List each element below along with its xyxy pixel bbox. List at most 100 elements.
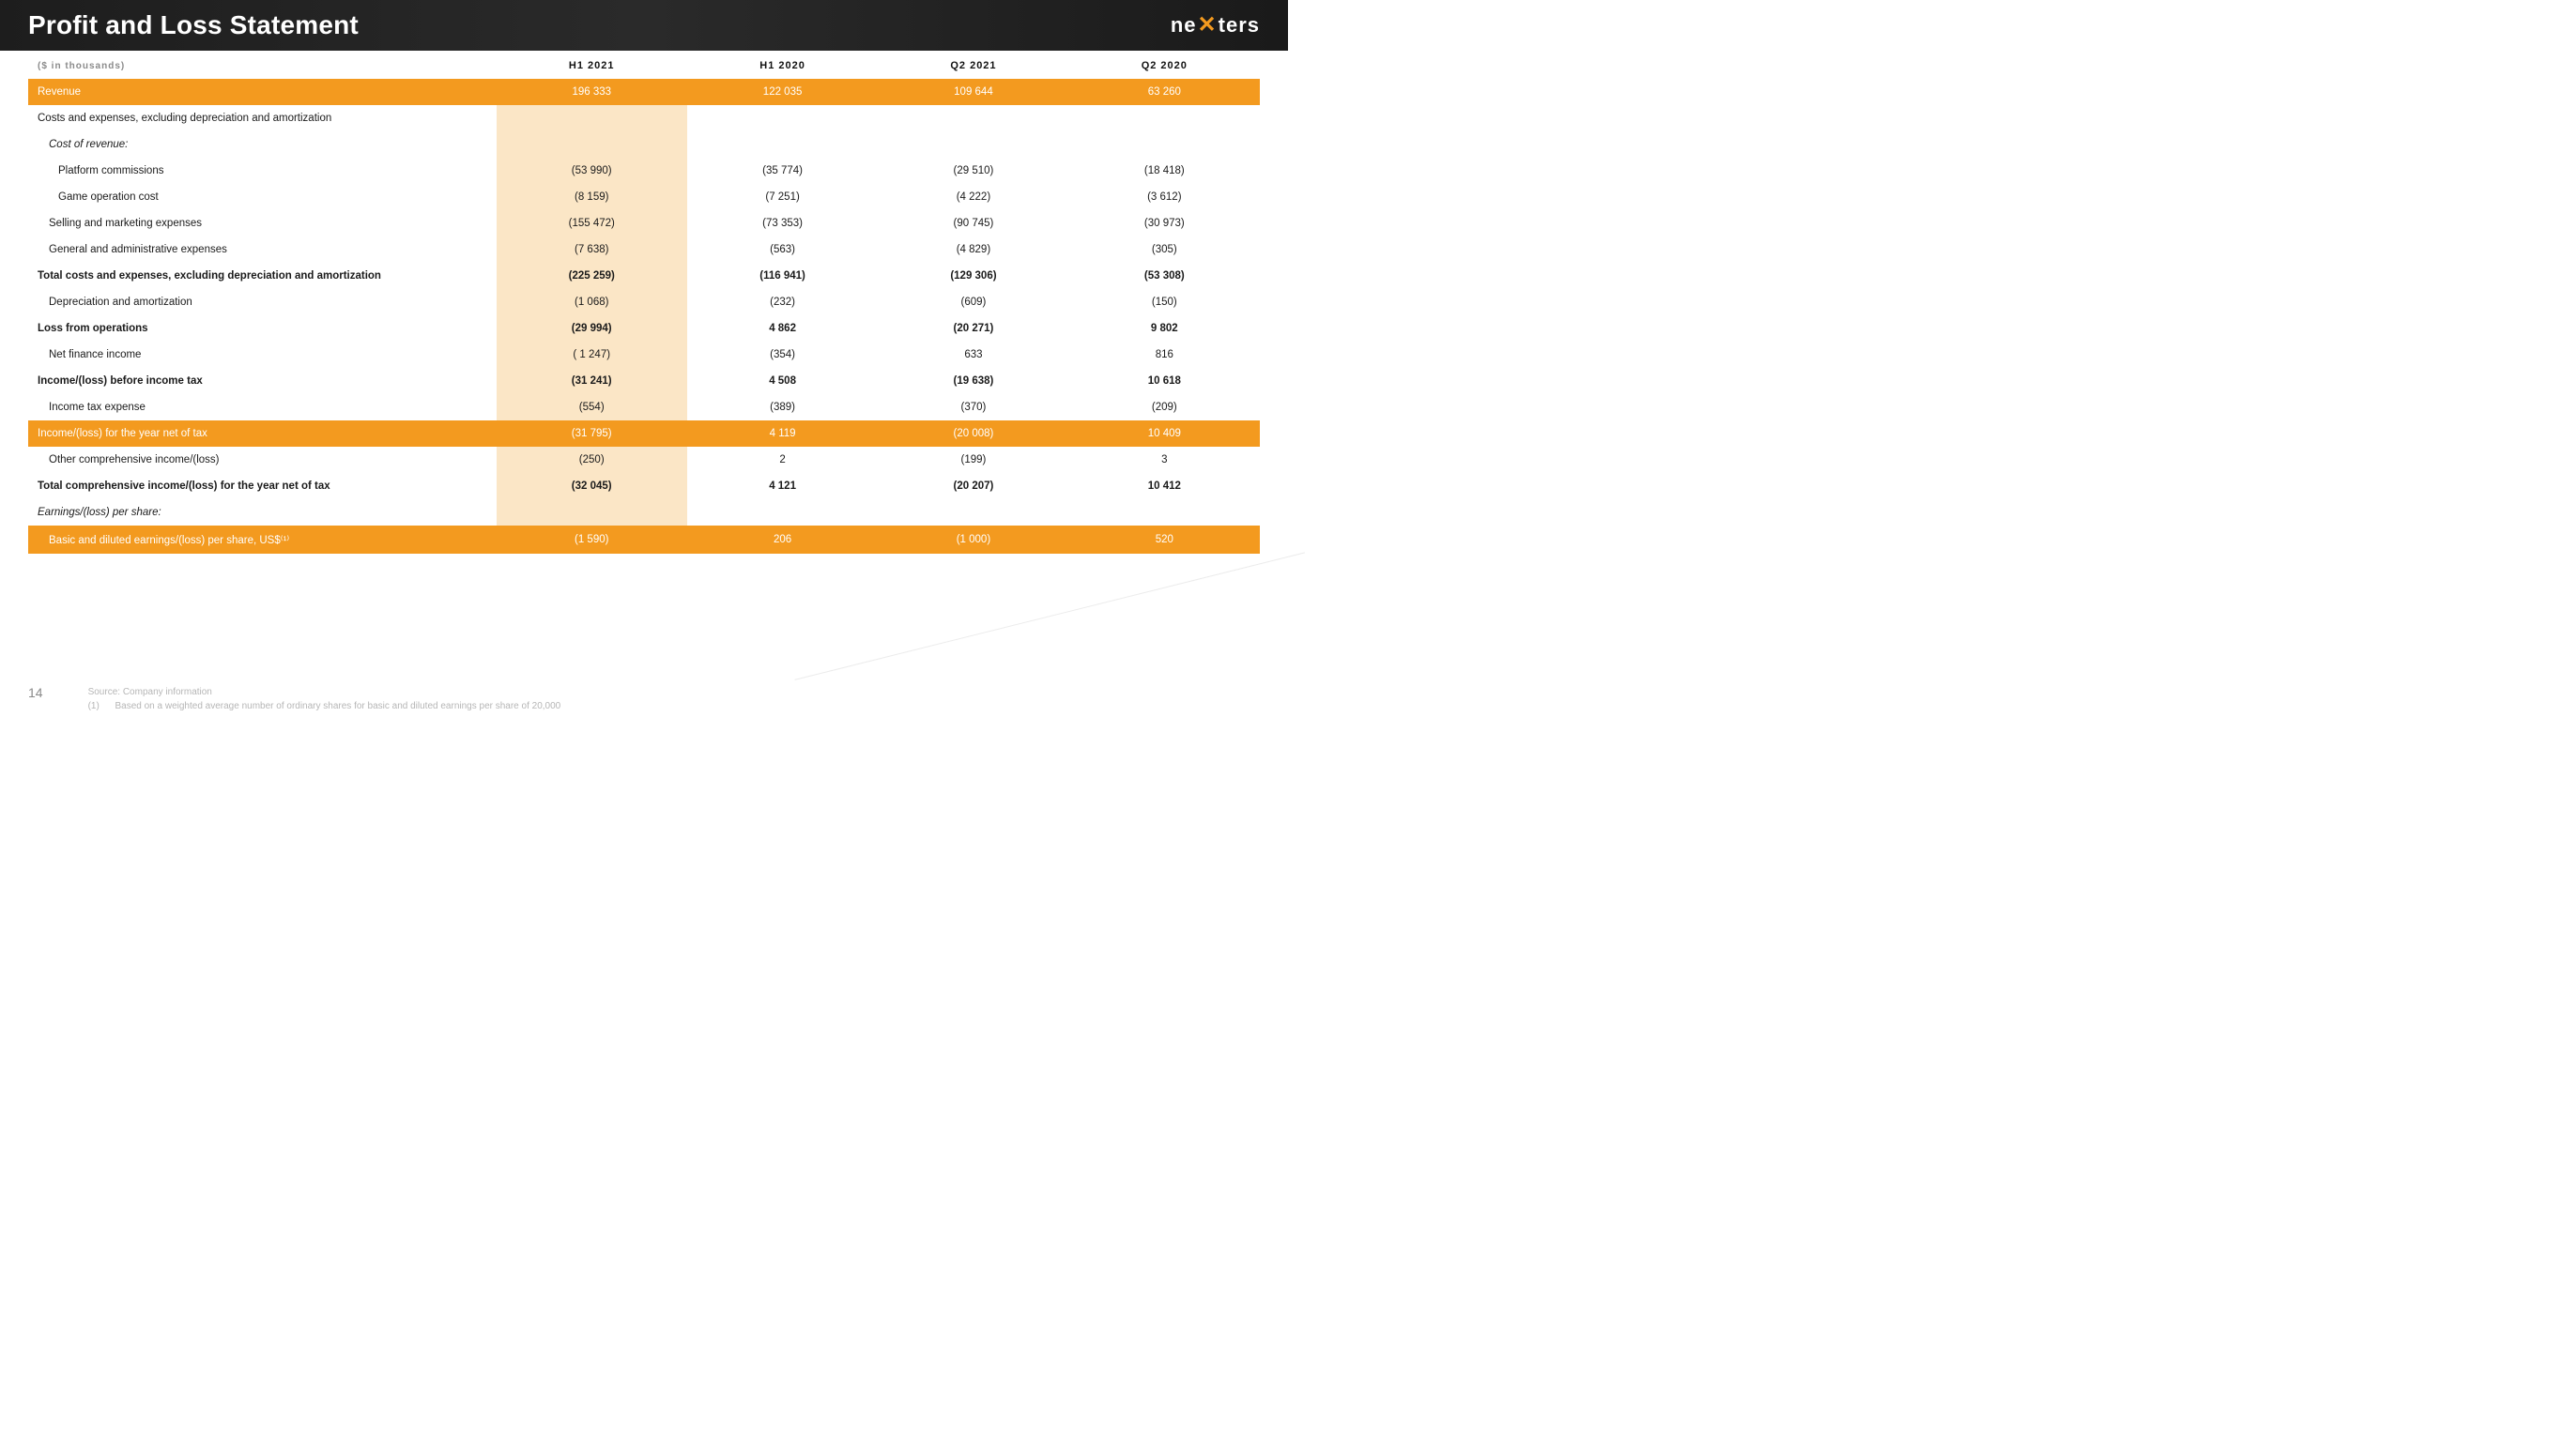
row-value: (354)	[687, 342, 878, 368]
source-text: Company information	[123, 687, 212, 697]
row-value: (20 008)	[878, 420, 1068, 447]
slide-footer: 14 Source: Company information (1) Based…	[28, 685, 1260, 713]
row-value	[878, 131, 1068, 158]
row-value: 206	[687, 526, 878, 554]
table-row: Cost of revenue:	[28, 131, 1260, 158]
col-q2-2020: Q2 2020	[1069, 58, 1260, 79]
row-label: Net finance income	[28, 342, 497, 368]
table-row: Platform commissions(53 990)(35 774)(29 …	[28, 158, 1260, 184]
row-value: 4 119	[687, 420, 878, 447]
row-value: (73 353)	[687, 210, 878, 236]
col-h1-2021: H1 2021	[497, 58, 687, 79]
row-value: (29 510)	[878, 158, 1068, 184]
decor-diagonal-line	[794, 552, 1368, 934]
row-value	[878, 105, 1068, 131]
row-value: (90 745)	[878, 210, 1068, 236]
footer-notes: Source: Company information (1) Based on…	[88, 685, 561, 713]
row-value	[1069, 499, 1260, 526]
logo-text-pre: ne	[1171, 13, 1197, 38]
row-value	[497, 105, 687, 131]
footnote-text: Based on a weighted average number of or…	[115, 701, 560, 711]
col-q2-2021: Q2 2021	[878, 58, 1068, 79]
row-label: Earnings/(loss) per share:	[28, 499, 497, 526]
row-value: (155 472)	[497, 210, 687, 236]
row-value: (250)	[497, 447, 687, 473]
row-value: (31 241)	[497, 368, 687, 394]
row-value: (19 638)	[878, 368, 1068, 394]
row-label: Income tax expense	[28, 394, 497, 420]
row-value: (18 418)	[1069, 158, 1260, 184]
table-row: Game operation cost(8 159)(7 251)(4 222)…	[28, 184, 1260, 210]
logo-text-post: ters	[1219, 13, 1260, 38]
row-value: ( 1 247)	[497, 342, 687, 368]
row-value	[1069, 131, 1260, 158]
table-row: Loss from operations(29 994)4 862(20 271…	[28, 315, 1260, 342]
row-label: Income/(loss) for the year net of tax	[28, 420, 497, 447]
units-label: ($ in thousands)	[28, 58, 497, 79]
row-label: Platform commissions	[28, 158, 497, 184]
table-row: Costs and expenses, excluding depreciati…	[28, 105, 1260, 131]
source-label: Source:	[88, 687, 120, 697]
row-value: (563)	[687, 236, 878, 263]
row-value: 63 260	[1069, 79, 1260, 105]
row-value: (53 308)	[1069, 263, 1260, 289]
row-value: (8 159)	[497, 184, 687, 210]
row-value: 10 412	[1069, 473, 1260, 499]
table-row: Income/(loss) before income tax(31 241)4…	[28, 368, 1260, 394]
row-value: 2	[687, 447, 878, 473]
footnote-ref: (1)	[88, 701, 100, 711]
row-value: (129 306)	[878, 263, 1068, 289]
row-label: Depreciation and amortization	[28, 289, 497, 315]
row-label: Basic and diluted earnings/(loss) per sh…	[28, 526, 497, 554]
row-value	[687, 131, 878, 158]
row-value: (7 638)	[497, 236, 687, 263]
row-value	[497, 131, 687, 158]
row-value: (609)	[878, 289, 1068, 315]
row-value: (53 990)	[497, 158, 687, 184]
row-value	[687, 105, 878, 131]
row-value: 3	[1069, 447, 1260, 473]
row-value: (29 994)	[497, 315, 687, 342]
row-value: 4 508	[687, 368, 878, 394]
row-value: (7 251)	[687, 184, 878, 210]
table-row: Other comprehensive income/(loss)(250)2(…	[28, 447, 1260, 473]
table-row: Net finance income( 1 247)(354)633816	[28, 342, 1260, 368]
row-value: (305)	[1069, 236, 1260, 263]
row-value: 10 618	[1069, 368, 1260, 394]
table-row: Income/(loss) for the year net of tax(31…	[28, 420, 1260, 447]
row-label: Costs and expenses, excluding depreciati…	[28, 105, 497, 131]
row-value: (209)	[1069, 394, 1260, 420]
row-value: (20 271)	[878, 315, 1068, 342]
row-value: 633	[878, 342, 1068, 368]
row-value: 520	[1069, 526, 1260, 554]
row-value: 4 862	[687, 315, 878, 342]
row-value: (389)	[687, 394, 878, 420]
table-row: Total comprehensive income/(loss) for th…	[28, 473, 1260, 499]
table-row: Total costs and expenses, excluding depr…	[28, 263, 1260, 289]
page-number: 14	[28, 685, 43, 700]
pl-table: ($ in thousands) H1 2021 H1 2020 Q2 2021…	[28, 58, 1260, 554]
table-body: Revenue196 333122 035109 64463 260Costs …	[28, 79, 1260, 554]
row-value: (35 774)	[687, 158, 878, 184]
row-value: (370)	[878, 394, 1068, 420]
row-value: 196 333	[497, 79, 687, 105]
row-label: Selling and marketing expenses	[28, 210, 497, 236]
logo-x-icon: ✕	[1198, 11, 1218, 38]
row-label: Loss from operations	[28, 315, 497, 342]
content-area: ($ in thousands) H1 2021 H1 2020 Q2 2021…	[0, 51, 1288, 554]
row-value: (32 045)	[497, 473, 687, 499]
row-label: Cost of revenue:	[28, 131, 497, 158]
table-row: Earnings/(loss) per share:	[28, 499, 1260, 526]
row-value: (150)	[1069, 289, 1260, 315]
table-row: General and administrative expenses(7 63…	[28, 236, 1260, 263]
row-value: (4 829)	[878, 236, 1068, 263]
row-value	[497, 499, 687, 526]
table-row: Revenue196 333122 035109 64463 260	[28, 79, 1260, 105]
row-value	[878, 499, 1068, 526]
row-value	[687, 499, 878, 526]
row-value: (1 590)	[497, 526, 687, 554]
row-value: (225 259)	[497, 263, 687, 289]
row-label: Other comprehensive income/(loss)	[28, 447, 497, 473]
table-row: Depreciation and amortization(1 068)(232…	[28, 289, 1260, 315]
page-title: Profit and Loss Statement	[28, 10, 359, 40]
